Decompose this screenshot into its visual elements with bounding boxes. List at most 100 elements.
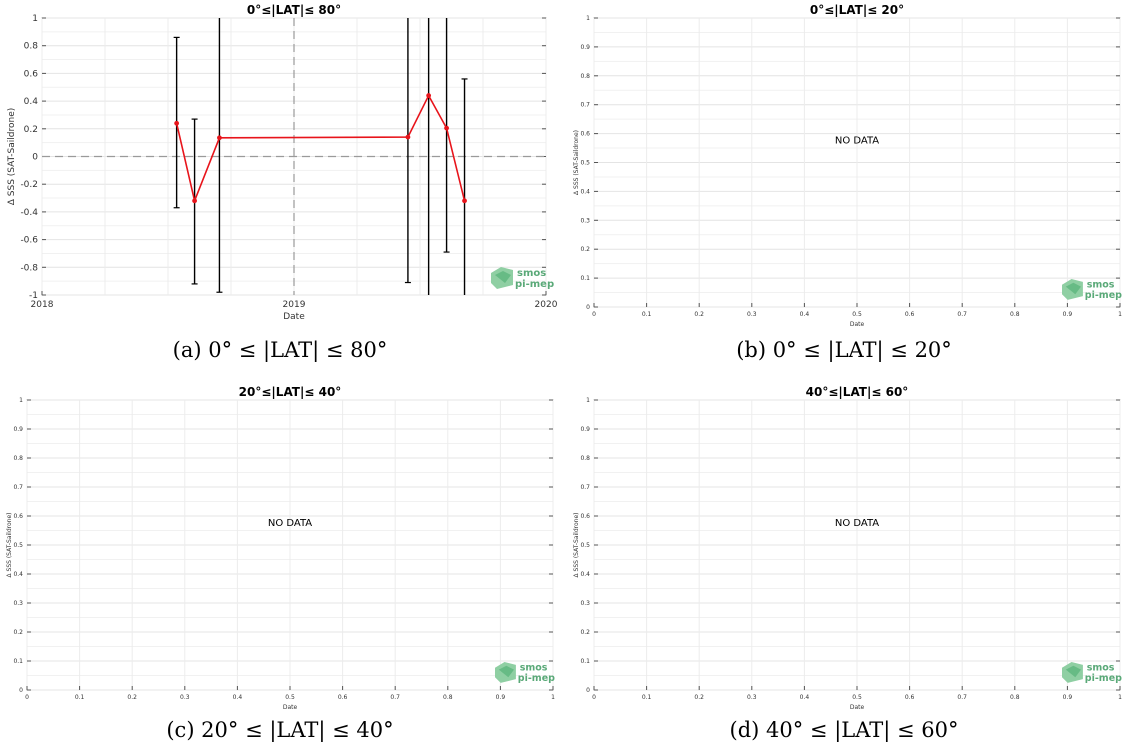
y-axis-label: Δ SSS (SAT-Saildrone) — [7, 108, 17, 206]
grid-lines — [593, 399, 1121, 691]
logo-facet-icon — [1065, 665, 1081, 678]
y-tick-label: 0.6 — [580, 131, 590, 138]
x-tick-label: 0.7 — [957, 694, 967, 701]
y-tick-label: -0.2 — [20, 180, 38, 190]
y-tick-label: 0.8 — [580, 73, 590, 80]
x-axis-label: Date — [283, 704, 298, 711]
x-tick-label: 0.4 — [233, 694, 243, 701]
x-tick-label: 0.9 — [1063, 311, 1073, 318]
y-tick-label: 0.7 — [13, 484, 23, 491]
logo-text-top: smos — [520, 663, 548, 674]
x-tick-label: 0.6 — [905, 694, 915, 701]
y-tick-label: 0.5 — [580, 160, 590, 167]
y-tick-label: -0.4 — [20, 208, 38, 218]
x-tick-label: 0.5 — [285, 694, 295, 701]
y-tick-label: 1 — [586, 15, 590, 22]
y-tick-label: 0.5 — [580, 542, 590, 549]
y-tick-label: 0.7 — [580, 484, 590, 491]
y-tick-label: 0.9 — [13, 426, 23, 433]
grid-lines — [593, 17, 1121, 308]
data-point — [444, 125, 449, 131]
x-tick-label: 2018 — [31, 300, 54, 310]
data-point — [192, 198, 197, 204]
y-tick-label: 0.2 — [580, 246, 590, 253]
grid-lines — [26, 399, 554, 691]
x-tick-label: 1 — [1118, 311, 1122, 318]
x-axis-label: Date — [850, 321, 865, 328]
x-tick-label: 0.8 — [1010, 311, 1020, 318]
x-tick-label: 0.3 — [180, 694, 190, 701]
x-tick-label: 1 — [551, 694, 555, 701]
data-point — [174, 120, 180, 126]
logo-text-bottom: pi-mep — [1085, 673, 1122, 684]
y-tick-label: 1 — [19, 397, 23, 404]
logo-facet-icon — [495, 271, 511, 283]
logo-text-bottom: pi-mep — [1085, 290, 1122, 301]
y-tick-label: 0 — [586, 304, 590, 311]
y-tick-label: 0.8 — [580, 455, 590, 462]
logo-text-top: smos — [517, 268, 546, 279]
data-point — [405, 134, 411, 140]
logo-text-top: smos — [1087, 663, 1115, 674]
logo-text-top: smos — [1087, 280, 1115, 291]
x-tick-label: 0.6 — [905, 311, 915, 318]
y-tick-label: -0.8 — [20, 263, 38, 273]
x-tick-label: 0.2 — [694, 311, 704, 318]
data-point — [426, 93, 432, 98]
y-tick-label: 0.3 — [13, 600, 23, 607]
series — [173, 18, 468, 295]
y-tick-label: 0.6 — [13, 513, 23, 520]
x-tick-label: 1 — [1118, 694, 1122, 701]
logo-text-bottom: pi-mep — [515, 279, 554, 290]
panel-c: 20°≤|LAT|≤ 40° 0 0.1 0.2 0.3 0.4 0.5 0.6 0.7 0.8 0… — [0, 380, 560, 754]
y-tick-label: 1 — [32, 14, 38, 24]
x-tick-label: 0.1 — [642, 311, 652, 318]
y-tick-label: 0.5 — [13, 542, 23, 549]
y-tick-label: 0.8 — [24, 42, 39, 52]
panel-d: 40°≤|LAT|≤ 60° 0 0.1 0.2 0.3 0.4 0.5 0.6 0.7 0.8 0… — [564, 380, 1124, 754]
caption-d: (d) 40° ≤ |LAT| ≤ 60° — [729, 718, 959, 742]
x-tick-label: 0.7 — [957, 311, 967, 318]
y-tick-label: 0.1 — [580, 275, 590, 282]
y-tick-label: 0.2 — [24, 125, 38, 135]
y-tick-label: 0 — [19, 687, 23, 694]
chart-b: 0°≤|LAT|≤ 20° 0 0.1 0.2 0.3 0.4 0.5 0.6 0.7 0.8 0.… — [573, 3, 1122, 328]
chart-d: 40°≤|LAT|≤ 60° 0 0.1 0.2 0.3 0.4 0.5 0.6 0.7 0.8 0… — [573, 385, 1122, 711]
no-data-message: NO DATA — [268, 518, 312, 529]
y-tick-label: 0.9 — [580, 426, 590, 433]
no-data-message: NO DATA — [835, 518, 879, 529]
x-tick-label: 0.3 — [747, 311, 757, 318]
data-point — [462, 198, 467, 204]
x-tick-label: 0.1 — [75, 694, 85, 701]
y-tick-label: 0.6 — [24, 69, 39, 79]
chart-a: 0°≤|LAT|≤ 80° -1 -0.8 -0.6 -0.4 -0.2 0 0.2 0.4 0.… — [7, 3, 558, 322]
y-tick-label: 0.1 — [580, 658, 590, 665]
y-tick-label: 0.1 — [13, 658, 23, 665]
x-tick-label: 2019 — [283, 300, 306, 310]
x-tick-label: 0.8 — [1010, 694, 1020, 701]
y-tick-label: 0 — [32, 153, 38, 163]
x-tick-label: 2020 — [535, 300, 558, 310]
panel-b: 0°≤|LAT|≤ 20° 0 0.1 0.2 0.3 0.4 0.5 0.6 0.7 0.8 0.… — [564, 0, 1124, 370]
x-tick-label: 0.8 — [443, 694, 453, 701]
x-axis-label: Date — [850, 704, 865, 711]
x-tick-label: 0.2 — [694, 694, 704, 701]
data-point — [217, 135, 222, 141]
x-tick-label: 0.9 — [1063, 694, 1073, 701]
y-tick-label: 0.2 — [13, 629, 23, 636]
caption-c: (c) 20° ≤ |LAT| ≤ 40° — [166, 718, 394, 742]
logo-text-bottom: pi-mep — [518, 673, 555, 684]
y-tick-label: -0.6 — [20, 236, 38, 246]
y-tick-label: 0.4 — [24, 97, 39, 107]
x-tick-label: 0 — [25, 694, 29, 701]
y-tick-label: 0.3 — [580, 600, 590, 607]
y-tick-label: 0.9 — [580, 44, 590, 51]
x-tick-label: 0.4 — [800, 694, 810, 701]
chart-title: 0°≤|LAT|≤ 80° — [247, 3, 341, 17]
x-tick-label: 0.5 — [852, 311, 862, 318]
y-tick-label: 0.4 — [580, 571, 590, 578]
x-tick-label: 0.4 — [800, 311, 810, 318]
